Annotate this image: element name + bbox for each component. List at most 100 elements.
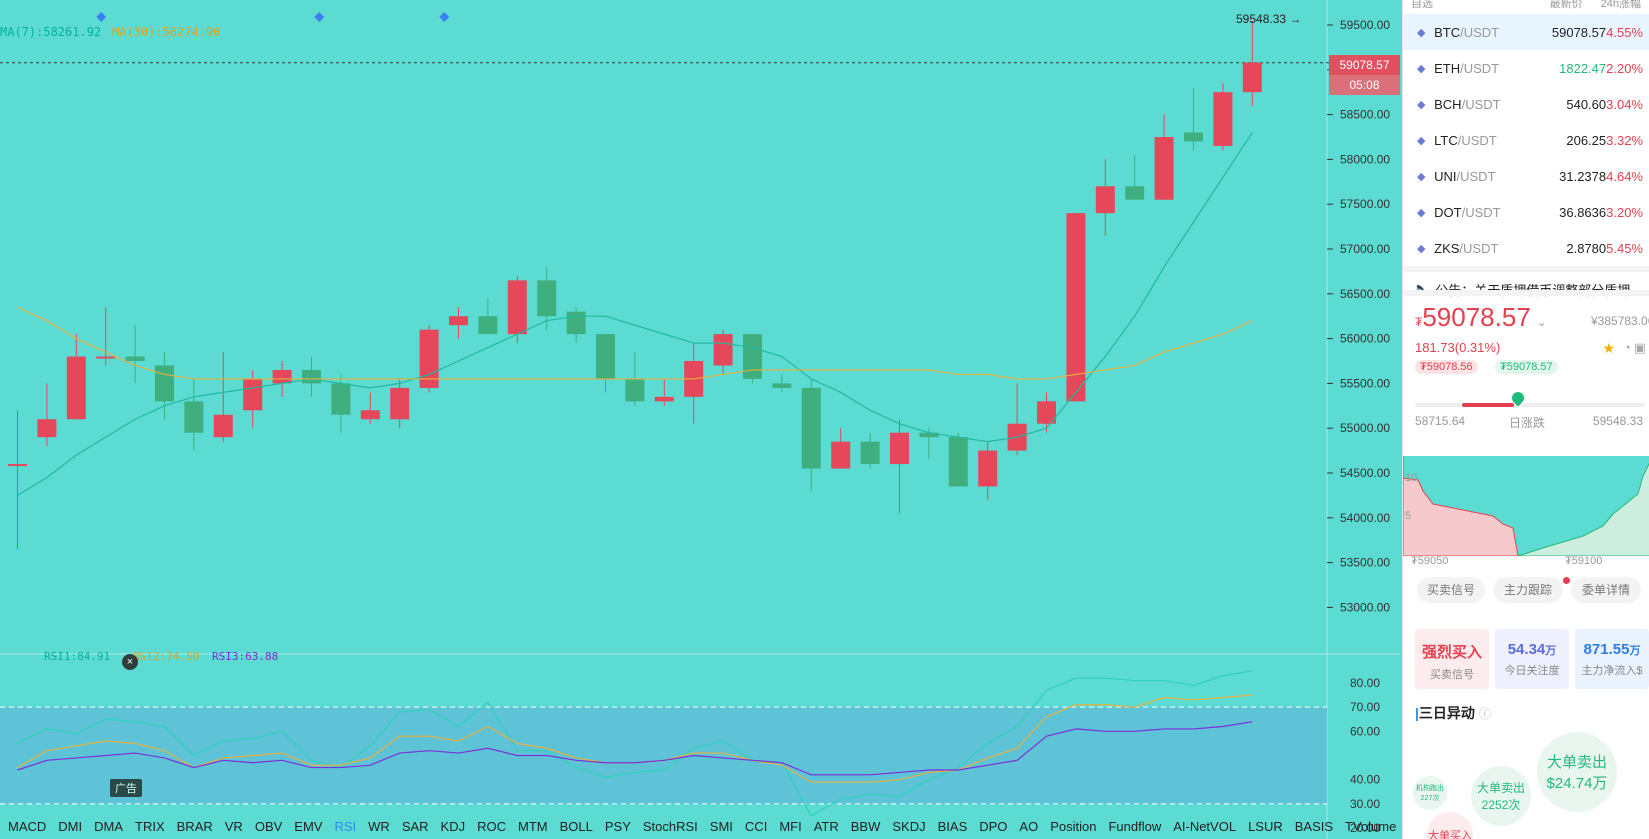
candle-body <box>860 441 880 465</box>
price-change: 181.73(0.31%) <box>1415 340 1501 355</box>
price-axis-label: 58500.00 <box>1340 108 1390 122</box>
indicator-tab[interactable]: OBV <box>254 818 283 834</box>
watchlist-tab[interactable]: 自选 <box>1411 0 1433 10</box>
cny-price: ¥385783.06 <box>1591 314 1649 328</box>
indicator-tab[interactable]: ATR <box>813 818 839 834</box>
indicator-tab[interactable]: MFI <box>779 818 802 834</box>
price-axis-label: 54000.00 <box>1340 511 1390 525</box>
indicator-tab[interactable]: Position <box>1050 818 1097 834</box>
bubble-large-buy[interactable]: 大单买入 <box>1427 812 1473 839</box>
candle-body <box>566 311 586 335</box>
pair-row[interactable]: ◆ UNI/USDT 31.2378 4.64% <box>1403 158 1649 194</box>
signal-button[interactable]: 买卖信号 <box>1417 577 1485 603</box>
indicator-tab[interactable]: SKDJ <box>892 818 926 834</box>
help-icon[interactable]: ⓘ <box>1478 707 1491 721</box>
indicator-tab[interactable]: LSUR <box>1248 818 1283 834</box>
indicator-tab[interactable]: BOLL <box>559 818 593 834</box>
indicator-tab[interactable]: StochRSI <box>642 818 698 834</box>
indicator-tab[interactable]: BRAR <box>176 818 213 834</box>
indicator-tab[interactable]: BIAS <box>937 818 968 834</box>
indicator-tab[interactable]: EMV <box>294 818 323 834</box>
countdown-tag: 05:08 <box>1329 75 1400 95</box>
indicator-tab[interactable]: BBW <box>850 818 881 834</box>
price-axis-label: 55000.00 <box>1340 421 1390 435</box>
candle-body <box>302 369 321 384</box>
indicator-tab[interactable]: TVolume <box>1345 818 1397 834</box>
pair-symbol: DOT/USDT <box>1434 204 1501 220</box>
pair-row[interactable]: ◆ LTC/USDT 206.25 3.32% <box>1403 122 1649 158</box>
pair-change: 3.04% <box>1606 96 1643 112</box>
pair-price: 36.8636 <box>1559 204 1607 220</box>
indicator-tab[interactable]: SAR <box>401 818 429 834</box>
indicator-tab[interactable]: Fundflow <box>1108 818 1162 834</box>
indicator-tab[interactable]: ROC <box>477 818 506 834</box>
indicator-tab[interactable]: KDJ <box>440 818 466 834</box>
indicator-tab[interactable]: MACD <box>8 818 47 834</box>
range-label: 日涨跌 <box>1509 416 1546 430</box>
candle-body <box>948 437 968 487</box>
pair-row[interactable]: ◆ BTC/USDT 59078.57 4.55% <box>1403 14 1649 50</box>
indicator-tab[interactable]: DMI <box>58 818 83 834</box>
price-axis-label: 57000.00 <box>1340 242 1390 256</box>
indicator-tab[interactable]: VR <box>224 818 243 834</box>
stat-card[interactable]: 871.55万 主力净流入$ <box>1575 629 1649 689</box>
candle-body <box>1125 186 1145 200</box>
indicator-tab[interactable]: MTM <box>518 818 548 834</box>
indicator-tab[interactable]: WR <box>368 818 390 834</box>
order-detail-button[interactable]: 委单详情 <box>1571 577 1641 603</box>
pair-price: 1822.47 <box>1559 60 1607 76</box>
candle-body <box>507 280 527 335</box>
indicator-tab[interactable]: DPO <box>979 818 1008 834</box>
indicator-tab[interactable]: RSI <box>334 818 357 834</box>
range-high: 59548.33 <box>1592 414 1643 428</box>
pair-symbol: LTC/USDT <box>1434 132 1497 148</box>
indicator-tab[interactable]: AI-NetVOL <box>1173 818 1237 834</box>
pair-price: 59078.57 <box>1551 24 1607 40</box>
star-icon[interactable]: ★ <box>1602 340 1615 356</box>
indicator-tab[interactable]: BASIS <box>1294 818 1334 834</box>
price-axis-label: 56500.00 <box>1340 287 1390 301</box>
ma30-line <box>17 306 1253 380</box>
rsi3-label: RSI3:63.88 <box>212 650 279 663</box>
pair-price: 540.60 <box>1566 96 1607 112</box>
indicator-tab[interactable]: DMA <box>94 818 124 834</box>
bubble-large-sell[interactable]: 大单卖出 $24.74万 <box>1537 732 1617 812</box>
right-panel: 自选 最新价 24h涨幅 ◆ BTC/USDT 59078.57 4.55% ◆ ETH/… <box>1402 0 1649 839</box>
chart-canvas[interactable]: 59500.0059000.0058500.0058000.0057500.00… <box>0 0 1400 839</box>
candle-body <box>419 329 439 388</box>
pair-row[interactable]: ◆ BCH/USDT 540.60 3.04% <box>1403 86 1649 122</box>
close-ad-icon[interactable]: × <box>122 654 138 670</box>
candle-body <box>919 432 939 438</box>
calc-icon[interactable]: ▣ <box>1633 340 1646 355</box>
big-price: ₮59078.57 ⌄ <box>1415 302 1547 332</box>
stat-card[interactable]: 强烈买入 买卖信号 <box>1415 629 1489 689</box>
bubble-sell-count[interactable]: 大单卖出 2252次 <box>1471 766 1531 826</box>
pair-change: 3.20% <box>1606 204 1643 220</box>
ad-tag[interactable]: 广告 <box>110 779 142 797</box>
indicator-tab[interactable]: CCI <box>744 818 768 834</box>
pair-row[interactable]: ◆ ZKS/USDT 2.8780 5.45% <box>1403 230 1649 266</box>
indicator-tab[interactable]: AO <box>1019 818 1039 834</box>
pair-row[interactable]: ◆ DOT/USDT 36.8636 3.20% <box>1403 194 1649 230</box>
ma7-label: MA(7):58261.92 <box>0 25 102 39</box>
candle-body <box>125 356 145 361</box>
stat-card[interactable]: 54.34万 今日关注度 <box>1495 629 1569 689</box>
pair-row[interactable]: ◆ ETH/USDT 1822.47 2.20% <box>1403 50 1649 86</box>
kline-chart-area[interactable]: 59500.0059000.0058500.0058000.0057500.00… <box>0 0 1482 839</box>
main-force-button[interactable]: 主力跟踪 <box>1493 577 1563 603</box>
price-axis-label: 55500.00 <box>1340 376 1390 390</box>
candle-body <box>1184 132 1203 142</box>
candle-body <box>772 383 792 388</box>
bell-icon[interactable]: ◔ <box>1623 340 1631 355</box>
chevron-down-icon[interactable]: ⌄ <box>1536 315 1547 329</box>
price-axis-label: 56000.00 <box>1340 332 1390 346</box>
indicator-tab[interactable]: PSY <box>604 818 631 834</box>
coin-icon: ◆ <box>1417 134 1426 147</box>
bubble-institution[interactable]: 机构跑出 227次 <box>1413 776 1447 810</box>
rsi-axis-label: 20.00 <box>1350 821 1380 835</box>
candle-body <box>272 369 292 384</box>
indicator-tab[interactable]: SMI <box>709 818 733 834</box>
col-price: 最新价 <box>1549 0 1583 10</box>
indicator-tab[interactable]: TRIX <box>135 818 165 834</box>
notice-bar[interactable]: 🔈 公告：关于质押借币调整部分质押... <box>1403 266 1649 306</box>
